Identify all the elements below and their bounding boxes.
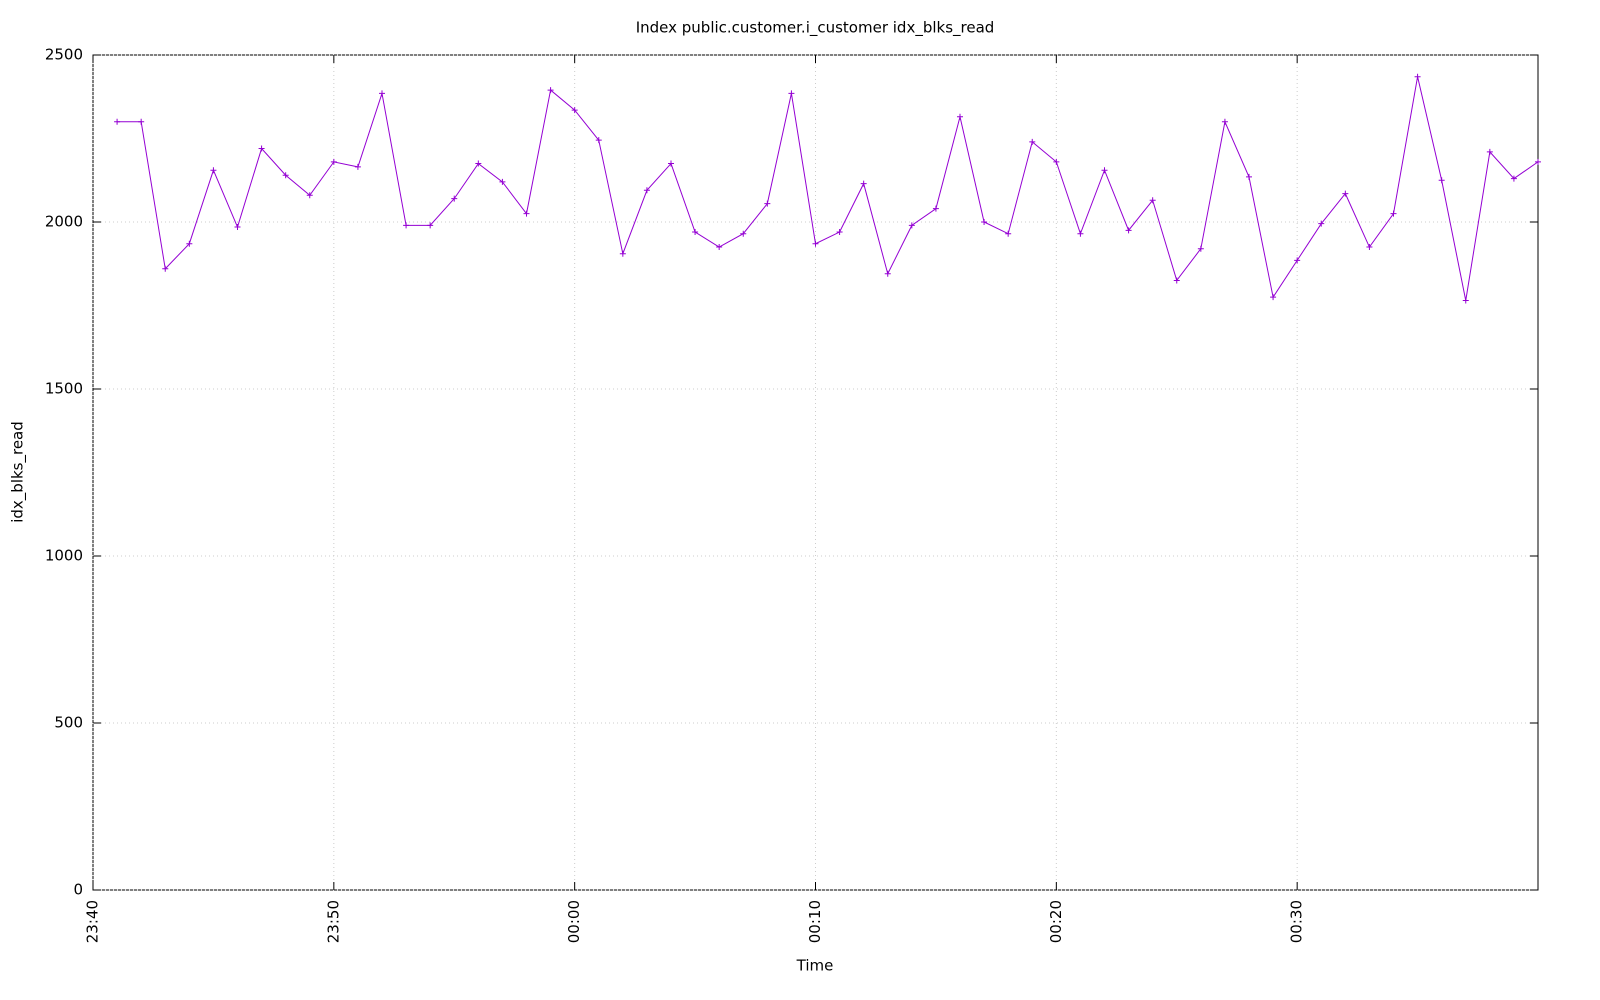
data-point <box>1029 138 1036 145</box>
data-line <box>117 76 1539 301</box>
data-point <box>162 265 169 272</box>
data-point <box>860 180 867 187</box>
data-point <box>1101 167 1108 174</box>
data-point <box>1535 158 1541 165</box>
data-point <box>1246 173 1252 180</box>
data-point <box>692 229 699 236</box>
data-point <box>740 230 747 237</box>
data-point <box>643 187 650 194</box>
data-point <box>619 250 626 257</box>
data-point <box>788 90 795 97</box>
y-tick-label: 1000 <box>45 547 83 565</box>
data-point <box>282 172 289 179</box>
data-point <box>932 205 939 212</box>
data-point <box>1149 197 1156 204</box>
data-point <box>234 224 241 231</box>
data-point <box>1486 148 1493 155</box>
data-point <box>306 192 313 199</box>
data-point <box>1390 210 1397 217</box>
y-tick-label: 2500 <box>45 46 83 64</box>
data-point <box>1342 190 1349 197</box>
data-point <box>1270 294 1277 301</box>
data-point <box>1318 220 1325 227</box>
x-tick-label: 23:40 <box>84 900 102 943</box>
data-point <box>258 145 265 152</box>
data-point <box>403 222 410 229</box>
data-point <box>1462 297 1469 304</box>
data-point <box>114 118 121 125</box>
data-point <box>330 158 337 165</box>
data-point <box>1221 118 1228 125</box>
data-point <box>1077 230 1084 237</box>
data-point <box>957 113 963 120</box>
data-point <box>716 244 723 251</box>
x-tick-label: 00:30 <box>1288 900 1306 943</box>
data-point <box>1414 73 1421 80</box>
data-point <box>1005 230 1012 237</box>
data-point <box>186 240 193 247</box>
data-point <box>764 200 771 207</box>
y-tick-label: 2000 <box>45 213 83 231</box>
data-point <box>523 210 530 217</box>
data-point <box>210 167 217 174</box>
data-point <box>981 219 988 225</box>
x-tick-label: 00:10 <box>806 900 824 943</box>
data-point <box>1366 244 1373 251</box>
data-point <box>138 118 145 125</box>
data-point <box>427 222 434 229</box>
x-tick-label: 00:00 <box>565 900 583 943</box>
data-point <box>812 240 819 247</box>
data-point <box>668 160 674 167</box>
y-tick-label: 1500 <box>45 380 83 398</box>
data-point <box>475 160 482 167</box>
x-axis-label: Time <box>796 957 834 975</box>
y-axis-label: idx_blks_read <box>9 421 28 523</box>
data-point <box>571 107 578 114</box>
x-tick-label: 00:20 <box>1047 900 1065 943</box>
data-point <box>595 137 602 144</box>
data-point <box>499 178 506 185</box>
data-point <box>1125 227 1132 234</box>
data-point <box>1294 257 1301 264</box>
data-point <box>379 90 385 97</box>
plot-frame <box>92 54 1539 891</box>
y-tick-label: 500 <box>54 714 83 732</box>
x-tick-label: 23:50 <box>324 900 342 943</box>
data-point <box>836 229 843 236</box>
y-tick-label: 0 <box>73 881 83 899</box>
data-point <box>1438 177 1445 184</box>
data-point <box>1510 175 1517 182</box>
data-point <box>908 222 915 229</box>
data-point <box>354 163 361 170</box>
data-point <box>451 195 458 202</box>
data-point <box>547 87 554 94</box>
data-point <box>1173 277 1180 284</box>
data-point <box>1197 245 1204 252</box>
data-point <box>884 270 891 277</box>
data-point <box>1053 158 1060 165</box>
chart-title: Index public.customer.i_customer idx_blk… <box>636 19 995 38</box>
